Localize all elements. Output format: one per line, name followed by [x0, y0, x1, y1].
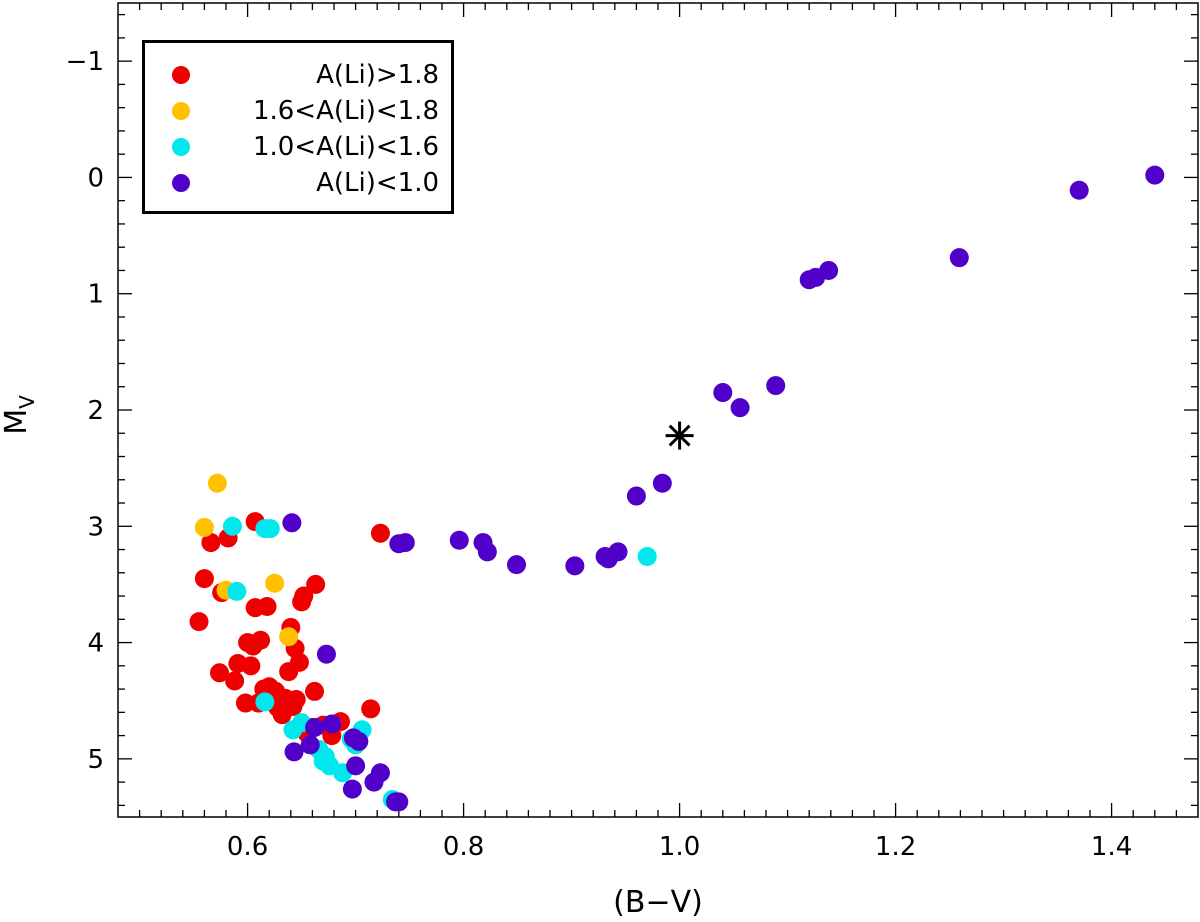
legend-item-li-high: A(Li)>1.8 — [145, 57, 451, 90]
svg-text:MV: MV — [0, 395, 39, 435]
x-tick-label: 1.2 — [875, 832, 916, 862]
point-series-3 — [305, 717, 325, 737]
point-series-3 — [342, 779, 362, 799]
point-series-1 — [207, 473, 227, 493]
point-series-3 — [819, 260, 839, 280]
point-series-3 — [300, 735, 320, 755]
point-series-3 — [507, 555, 527, 575]
legend-item-li-16-18: 1.6<A(Li)<1.8 — [145, 93, 451, 126]
point-series-3 — [284, 742, 304, 762]
point-series-3 — [477, 542, 497, 562]
point-series-3 — [346, 756, 366, 776]
point-series-2 — [260, 519, 280, 539]
point-series-0 — [251, 630, 271, 650]
point-series-3 — [565, 556, 585, 576]
point-series-3 — [282, 513, 302, 533]
legend-item-li-10-16: 1.0<A(Li)<1.6 — [145, 129, 451, 162]
point-series-0 — [286, 690, 306, 710]
y-axis-label: MV — [0, 395, 39, 435]
axis-ticks — [118, 3, 1198, 817]
point-series-0 — [201, 533, 221, 553]
y-axis-label-sub: V — [15, 395, 39, 409]
y-tick-label: 4 — [87, 629, 104, 659]
legend-marker-li-16-18 — [172, 102, 190, 120]
legend: A(Li)>1.8 1.6<A(Li)<1.8 1.0<A(Li)<1.6 A(… — [142, 40, 454, 214]
legend-marker-li-10-16 — [172, 138, 190, 156]
asterisk-stroke — [668, 424, 691, 447]
legend-marker-li-low — [172, 174, 190, 192]
legend-label-li-16-18: 1.6<A(Li)<1.8 — [252, 96, 439, 126]
x-tick-label: 1.0 — [659, 832, 700, 862]
point-series-0 — [305, 681, 325, 701]
point-series-2 — [637, 547, 657, 567]
y-tick-label: 3 — [87, 512, 104, 542]
data-points — [189, 165, 1165, 812]
point-series-3 — [449, 530, 469, 550]
y-tick-label: 5 — [87, 745, 104, 775]
point-series-1 — [279, 627, 299, 647]
y-tick-label: 0 — [87, 163, 104, 193]
point-series-0 — [241, 656, 261, 676]
y-axis-label-main: M — [0, 409, 34, 435]
point-series-0 — [361, 699, 381, 719]
x-tick-label: 0.8 — [443, 832, 484, 862]
x-tick-label: 1.4 — [1091, 832, 1132, 862]
point-series-0 — [294, 586, 314, 606]
y-tick-label: 1 — [87, 280, 104, 310]
annotations — [665, 421, 694, 450]
point-series-3 — [1069, 180, 1089, 200]
point-series-3 — [322, 714, 342, 734]
point-series-3 — [1145, 165, 1165, 185]
point-series-3 — [766, 376, 786, 396]
point-series-1 — [194, 517, 214, 537]
legend-item-li-low: A(Li)<1.0 — [145, 165, 451, 198]
legend-label-li-low: A(Li)<1.0 — [316, 168, 439, 198]
point-series-0 — [370, 523, 390, 543]
point-series-3 — [713, 383, 733, 403]
y-tick-label: 2 — [87, 396, 104, 426]
point-series-0 — [194, 569, 214, 589]
point-series-2 — [255, 692, 275, 712]
point-series-3 — [730, 398, 750, 418]
x-axis-label: (B−V) — [613, 885, 703, 920]
x-tick-label: 0.6 — [227, 832, 268, 862]
point-series-0 — [306, 574, 326, 594]
point-series-0 — [189, 612, 209, 632]
legend-label-li-10-16: 1.0<A(Li)<1.6 — [252, 132, 439, 162]
point-series-3 — [349, 731, 369, 751]
point-series-0 — [225, 671, 245, 691]
point-series-3 — [949, 248, 969, 268]
point-series-3 — [608, 542, 628, 562]
point-series-2 — [222, 516, 242, 536]
legend-marker-li-high — [172, 66, 190, 84]
point-series-1 — [265, 573, 285, 593]
axis-tick-labels: 0.6 0.8 1.0 1.2 1.4 −1 0 1 2 3 4 5 — [66, 47, 1133, 862]
point-series-3 — [652, 473, 672, 493]
point-series-3 — [395, 533, 415, 553]
point-series-3 — [626, 486, 646, 506]
point-series-3 — [370, 763, 390, 783]
point-series-2 — [227, 581, 247, 601]
y-tick-label: −1 — [66, 47, 104, 77]
point-series-0 — [210, 663, 230, 683]
asterisk-marker — [665, 421, 694, 450]
legend-label-li-high: A(Li)>1.8 — [316, 60, 439, 90]
point-series-3 — [316, 644, 336, 664]
point-series-0 — [289, 652, 309, 672]
point-series-0 — [257, 597, 277, 617]
point-series-3 — [389, 792, 409, 812]
